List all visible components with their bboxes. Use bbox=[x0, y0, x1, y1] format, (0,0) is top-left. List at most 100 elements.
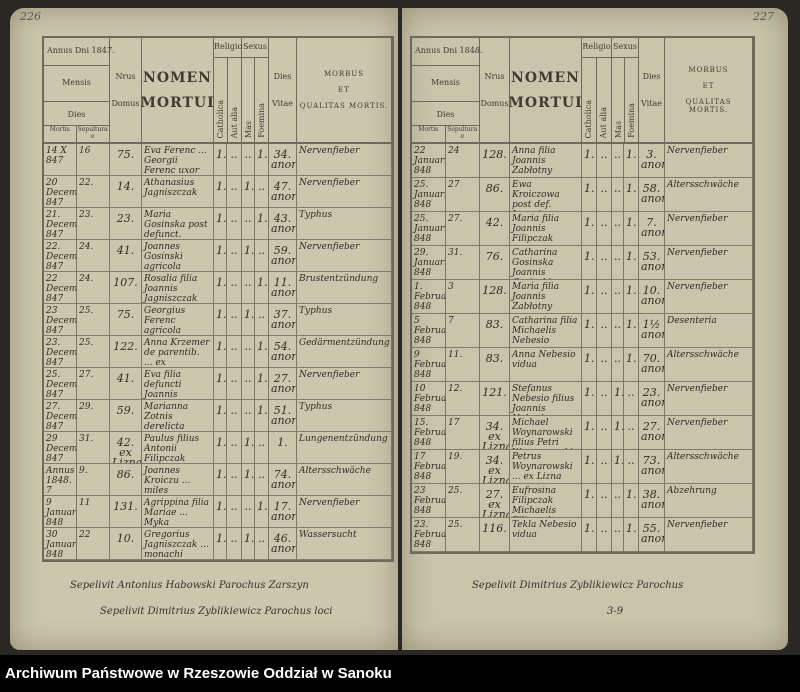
cell-age: 53. anor. bbox=[639, 246, 665, 279]
et-label: ET bbox=[702, 82, 715, 90]
cell-cath: 1. bbox=[214, 208, 227, 239]
cell-name: Athanasius Jagniszczak bbox=[142, 176, 214, 207]
death-label: Mortis bbox=[44, 126, 77, 142]
cell-name: Maria filia Joannis Filipczak bbox=[510, 212, 582, 245]
cell-mortis: 22 Januarii 848 bbox=[414, 144, 446, 177]
catholica-label: Catholica bbox=[584, 99, 594, 138]
cell-foem: .. bbox=[624, 416, 639, 449]
cell-mas: .. bbox=[242, 272, 255, 303]
cell-name: Marianna Zotnis derelicta Marci Zotniscz… bbox=[142, 400, 214, 431]
cell-mas: .. bbox=[242, 400, 255, 431]
cell-foem: 1. bbox=[255, 272, 269, 303]
cell-mas: .. bbox=[612, 144, 624, 177]
cell-foem: 1. bbox=[255, 336, 269, 367]
cell-foem: .. bbox=[624, 382, 639, 415]
cell-aut: .. bbox=[227, 176, 242, 207]
cell-morbus: Nervenfieber bbox=[665, 212, 753, 245]
cell-aut: .. bbox=[227, 304, 242, 335]
nrus-label: Nrus bbox=[115, 72, 136, 81]
cell-aut: .. bbox=[597, 382, 612, 415]
cell-age: 27. anor. bbox=[269, 368, 297, 399]
cell-name: Maria filia Joannis Zabłotny bbox=[510, 280, 582, 313]
age-header: Dies Vitae bbox=[639, 38, 665, 142]
cell-cath: 1. bbox=[214, 432, 227, 463]
cell-mas: .. bbox=[612, 212, 624, 245]
cell-cath: 1. bbox=[582, 280, 597, 313]
cell-dom: 128. bbox=[480, 280, 510, 313]
cell-age: 27. anor. bbox=[639, 416, 665, 449]
cell-foem: .. bbox=[624, 450, 639, 483]
cell-mas: 1. bbox=[242, 464, 255, 495]
cell-cath: 1. bbox=[582, 450, 597, 483]
cell-mortis: 22 Decemb 847 bbox=[46, 272, 77, 303]
cell-sep: 24. bbox=[77, 272, 110, 303]
cell-sep: 22. bbox=[77, 176, 110, 207]
date-header: Annus Dni 1847. Mensis Dies Mortis Sepultura… bbox=[44, 38, 114, 142]
cell-aut: .. bbox=[597, 314, 612, 347]
cell-foem: 1. bbox=[624, 178, 639, 211]
cell-aut: .. bbox=[597, 144, 612, 177]
cell-mas: 1. bbox=[612, 416, 624, 449]
cell-name: Catharina Gosinska Joannis Gosinski uxor bbox=[510, 246, 582, 279]
cell-name: Gregorius Jagniszczak ... monachi bbox=[142, 528, 214, 559]
cell-name: Ewa Kroiczowa post def. Joannis Kroiczu … bbox=[510, 178, 582, 211]
cell-mortis: 25. Decemb 847 bbox=[46, 368, 77, 399]
cell-dom: 75. bbox=[110, 304, 142, 335]
page-number: 227 bbox=[753, 10, 774, 23]
year-suffix: 8. bbox=[474, 46, 483, 55]
cell-cath: 1. bbox=[582, 518, 597, 551]
cell-sep: 23. bbox=[77, 208, 110, 239]
cell-morbus: Nervenfieber bbox=[297, 176, 392, 207]
cell-mas: 1. bbox=[242, 528, 255, 559]
cell-dom: 86. bbox=[480, 178, 510, 211]
cell-aut: .. bbox=[597, 246, 612, 279]
cell-sep: 24 bbox=[446, 144, 480, 177]
cell-mortis: 1. Februarii 848 bbox=[414, 280, 446, 313]
cell-name: Joannes Gosinski agricola bbox=[142, 240, 214, 271]
cell-foem: 1. bbox=[255, 400, 269, 431]
signature: Sepelivit Dimitrius Zyblikiewicz Parochu… bbox=[100, 606, 333, 617]
cell-mas: .. bbox=[612, 314, 624, 347]
archive-caption: Archiwum Państwowe w Rzeszowie Oddział w… bbox=[0, 655, 800, 692]
death-label: Mortis bbox=[412, 126, 446, 142]
cell-foem: 1. bbox=[255, 368, 269, 399]
cell-foem: 1. bbox=[624, 212, 639, 245]
cell-age: 54. anor. bbox=[269, 336, 297, 367]
cell-aut: .. bbox=[227, 400, 242, 431]
cell-aut: .. bbox=[597, 450, 612, 483]
cell-sep: 31. bbox=[77, 432, 110, 463]
cell-dom: 107. bbox=[110, 272, 142, 303]
cell-foem: .. bbox=[255, 528, 269, 559]
dies-label: Dies bbox=[273, 72, 292, 81]
cell-mortis: 25. Januarii 848 bbox=[414, 212, 446, 245]
house-number-header: Nrus Domus bbox=[480, 38, 510, 142]
cell-foem: 1. bbox=[624, 246, 639, 279]
religio-label: Religio bbox=[582, 38, 611, 58]
vitae-label: Vitae bbox=[272, 99, 293, 108]
domus-label: Domus bbox=[111, 99, 140, 108]
cell-aut: .. bbox=[227, 496, 242, 527]
cell-age: 1½ anor. bbox=[639, 314, 665, 347]
cell-mortis: 9 Januarii 848 bbox=[46, 496, 77, 527]
date-header: Annus Dni 1848. Mensis Dies Mortis Sepultura… bbox=[412, 38, 483, 142]
name-header: NOMEN MORTUI bbox=[508, 38, 582, 142]
cell-foem: 1. bbox=[255, 496, 269, 527]
cell-sep: 16 bbox=[77, 144, 110, 175]
cell-dom: 34. ex Lizna bbox=[480, 416, 510, 449]
cell-dom: 122. bbox=[110, 336, 142, 367]
cell-morbus: Brustentzündung bbox=[297, 272, 392, 303]
cell-dom: 41. bbox=[110, 368, 142, 399]
cell-morbus: Typhus bbox=[297, 208, 392, 239]
cell-cath: 1. bbox=[214, 144, 227, 175]
cell-mas: .. bbox=[612, 246, 624, 279]
month-label: Mensis bbox=[412, 66, 479, 102]
cell-name: Anna filia Joannis Zabłotny bbox=[510, 144, 582, 177]
cell-cath: 1. bbox=[214, 240, 227, 271]
